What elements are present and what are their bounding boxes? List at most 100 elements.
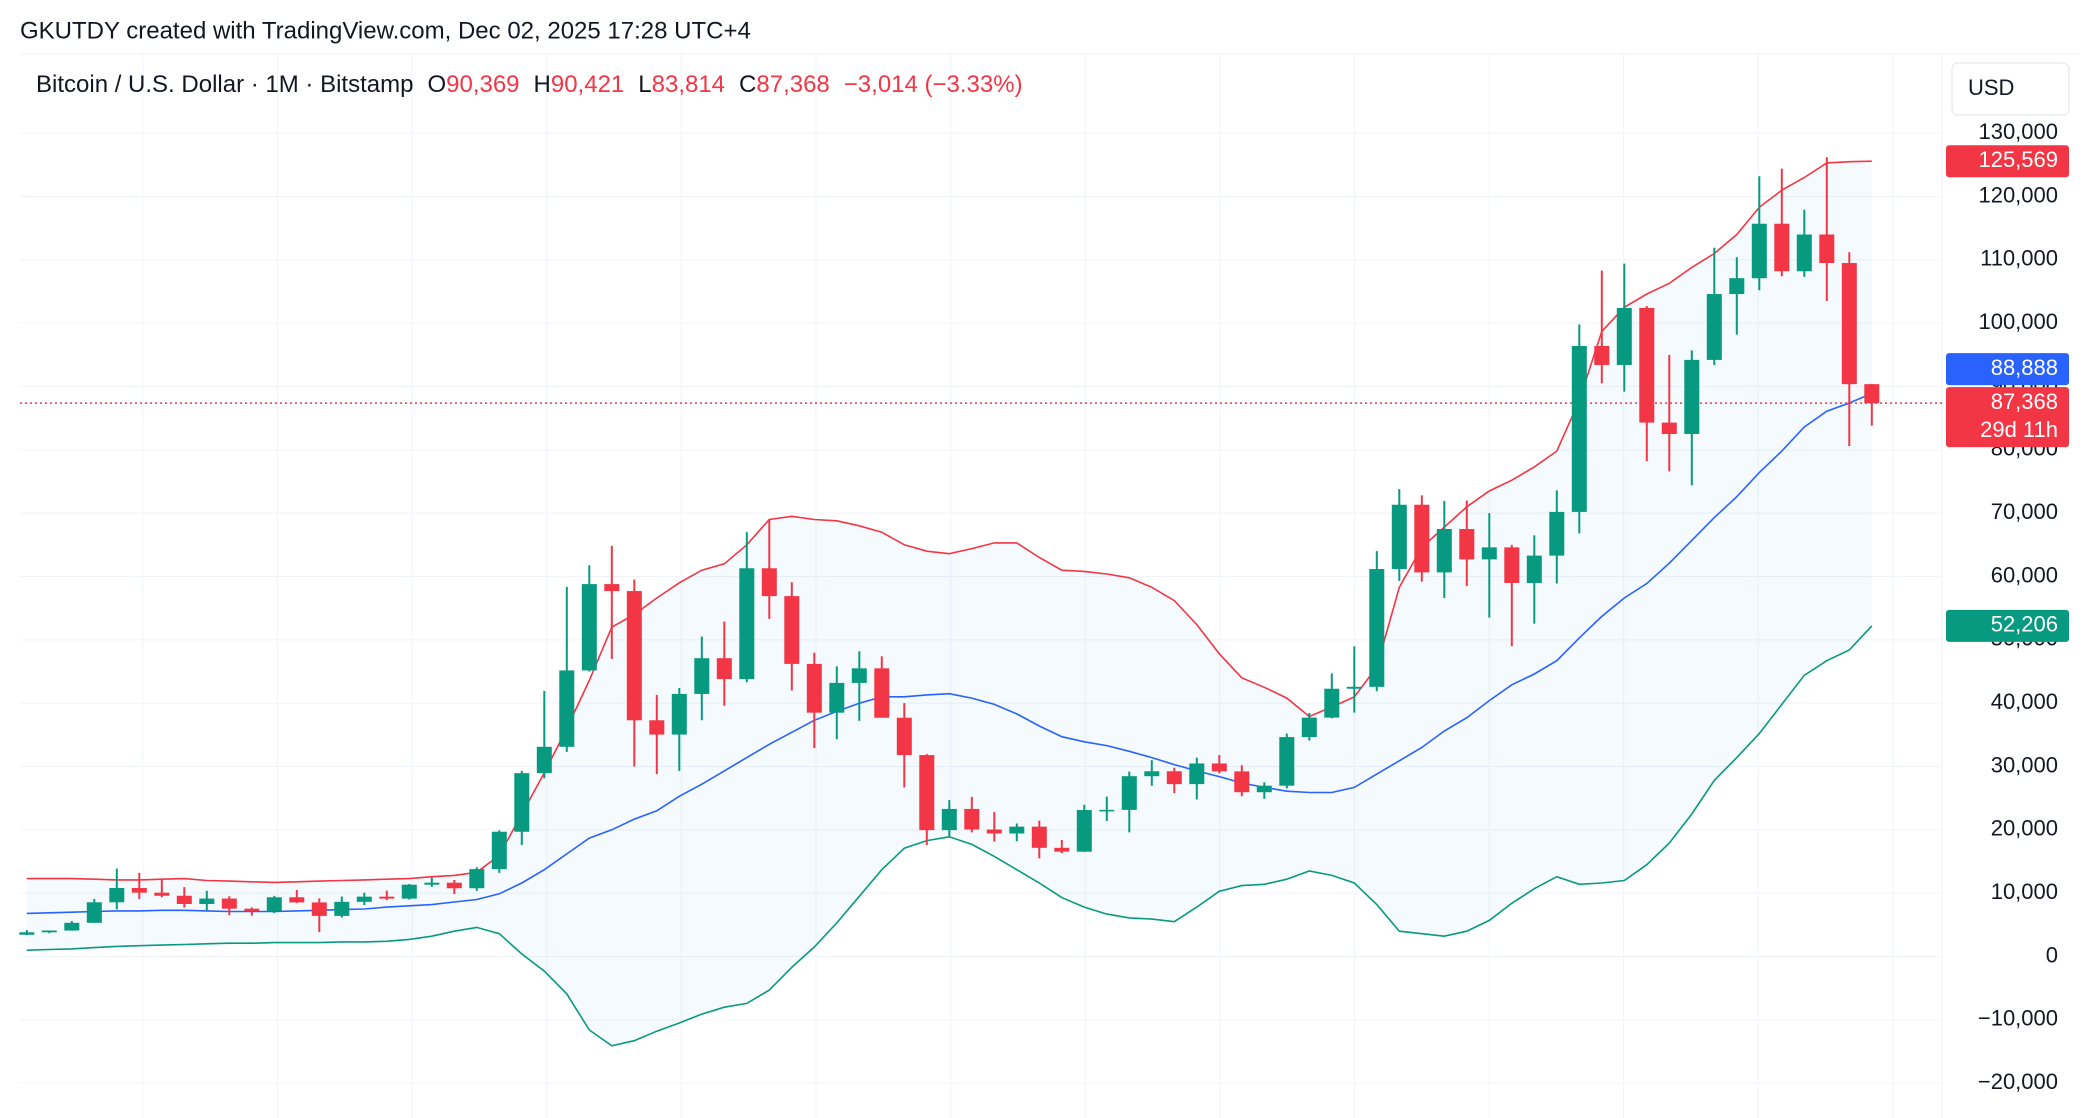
candle-body (1459, 529, 1475, 560)
y-tick-label: 120,000 (1978, 182, 2058, 207)
candle-body (1571, 345, 1587, 512)
candle-body (1706, 294, 1722, 360)
candle-body (41, 930, 57, 933)
ohlc-value: 87,368 (756, 71, 829, 98)
candle-body (784, 596, 800, 664)
candle-body (1661, 422, 1677, 434)
y-tick-label: 60,000 (1991, 562, 2058, 587)
candle-body (221, 898, 237, 909)
candle-body (176, 895, 192, 904)
candle-body (1189, 763, 1205, 785)
price-axis: −20,000 −10,000 0 10,000 20,000 30,000 40,000 5… (1946, 119, 2069, 1094)
candle-body (86, 902, 102, 923)
candle-body (199, 898, 215, 904)
candle-body (761, 568, 777, 597)
y-tick-label: −20,000 (1978, 1069, 2058, 1094)
candle-body (1616, 307, 1632, 365)
candle-body (1279, 737, 1295, 786)
candle-body (739, 568, 755, 680)
lower-band-label-box (1946, 609, 2069, 642)
candle-body (1256, 785, 1272, 793)
candle-body (446, 882, 462, 889)
candle-body (311, 902, 327, 916)
candle-body (1054, 847, 1070, 852)
candle-body (514, 773, 530, 832)
candle-body (109, 887, 125, 903)
candle-body (919, 755, 935, 831)
currency[interactable]: USD (1968, 75, 2014, 100)
candle-body (1099, 809, 1115, 812)
candle-body (1166, 771, 1182, 785)
y-tick-label: 0 (2046, 942, 2058, 967)
candle-body (154, 892, 170, 896)
candle-body (1121, 776, 1137, 810)
close-label: 87,368 (1991, 389, 2058, 414)
candle-body (1076, 810, 1092, 852)
candle-body (874, 668, 890, 718)
y-tick-label: 100,000 (1978, 309, 2058, 334)
candle-body (1684, 359, 1700, 434)
candle-body (1391, 504, 1407, 570)
candle-body (1729, 278, 1745, 295)
ohlc-value: 83,814 (652, 71, 725, 98)
candle-body (131, 887, 147, 893)
candle-body (1774, 223, 1790, 272)
candle-body (401, 884, 417, 899)
candle-body (491, 831, 507, 870)
ohlc-value: 90,369 (446, 71, 519, 98)
candle-body (244, 908, 260, 911)
ohlc-value: 90,421 (551, 71, 624, 98)
candle-body (941, 808, 957, 831)
candle-body (1144, 771, 1160, 777)
candle-body (1751, 223, 1767, 279)
candle-body (1436, 529, 1452, 573)
candle-body (536, 746, 552, 774)
candle-body (964, 808, 980, 830)
candle-body (424, 882, 440, 885)
ohlc-key: H (534, 71, 551, 98)
candle-body (469, 869, 485, 889)
basis-label: 88,888 (1991, 355, 2058, 380)
candle-body (604, 584, 620, 592)
candle-body (806, 663, 822, 713)
y-tick-label: 20,000 (1991, 816, 2058, 841)
candle-body (559, 670, 575, 747)
y-tick-label: 10,000 (1991, 879, 2058, 904)
candle-body (356, 896, 372, 902)
candle-body (19, 932, 35, 935)
candle-body (1211, 763, 1227, 772)
candle-body (1504, 547, 1520, 583)
basis-label-box (1946, 353, 2069, 386)
candle-body (266, 897, 282, 911)
candle-body (1864, 384, 1880, 404)
candle-body (1639, 307, 1655, 423)
candle-body (1549, 511, 1565, 556)
ohlc-key: C (739, 71, 756, 98)
candle-body (671, 693, 687, 735)
close-label-box (1946, 387, 2069, 448)
y-tick-label: 40,000 (1991, 689, 2058, 714)
upper-band-label-box (1946, 145, 2069, 178)
candle-body (379, 896, 395, 899)
change: −3,014 (−3.33%) (844, 71, 1023, 98)
candle-body (1594, 345, 1610, 365)
y-tick-label: 70,000 (1991, 499, 2058, 524)
lower-band-label: 52,206 (1991, 612, 2058, 637)
candle-body (334, 901, 350, 916)
ohlc-key: O (427, 71, 446, 98)
y-tick-label: −10,000 (1978, 1006, 2058, 1031)
currency-box[interactable] (1951, 62, 2070, 116)
candle-body (1796, 234, 1812, 272)
ohlc-key: L (638, 71, 651, 98)
band-line (26, 160, 1872, 884)
symbol-line: Bitcoin / U.S. Dollar · 1M · Bitstamp O90… (36, 71, 1023, 98)
candle-body (649, 720, 665, 735)
y-tick-label: 130,000 (1978, 119, 2058, 144)
candle-body (1031, 826, 1047, 848)
candle-body (1301, 717, 1317, 738)
candle-body (716, 658, 732, 680)
candle-body (1009, 826, 1025, 834)
candle-body (289, 897, 305, 903)
